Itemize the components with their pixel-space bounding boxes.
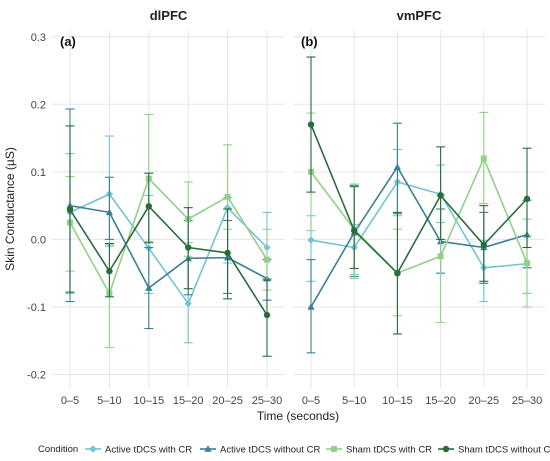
data-point xyxy=(307,121,315,128)
legend: Condition Active tDCS with CR Active tDCS… xyxy=(38,444,550,456)
data-point xyxy=(224,193,231,200)
data-point xyxy=(224,249,231,257)
series-line xyxy=(310,124,528,274)
panel-dlpfc: dlPFC (a) 0–5 5–10 10–15 15–20 20–25 25–30 xyxy=(52,8,285,407)
x-tick-label: 15–20 xyxy=(425,395,456,407)
x-tick-label: 0–5 xyxy=(302,395,320,407)
legend-label: Sham tDCS without CR xyxy=(458,445,550,456)
series-active-tdcs-without-cr xyxy=(306,122,532,354)
x-tick-label: 20–25 xyxy=(469,395,500,407)
legend-title: Condition xyxy=(38,444,78,455)
series-sham-tdcs-with-cr xyxy=(65,113,272,349)
y-tick-label: -0.2 xyxy=(27,369,46,381)
data-point xyxy=(105,208,113,216)
legend-swatch-marker xyxy=(442,445,450,453)
legend-label: Active tDCS with CR xyxy=(105,445,192,456)
x-tick-label: 10–15 xyxy=(382,395,413,407)
series-sham-tdcs-with-cr xyxy=(306,111,532,324)
panel-title: vmPFC xyxy=(397,8,442,23)
data-point xyxy=(393,163,401,170)
y-tick-label: -0.1 xyxy=(27,302,46,314)
series-line xyxy=(310,181,528,269)
x-tick-label: 25–30 xyxy=(252,395,283,407)
data-point xyxy=(106,267,113,275)
data-point xyxy=(480,241,487,248)
y-tick-label: 0.0 xyxy=(31,234,46,246)
panel-vmpfc: vmPFC (b) 0–5 5–10 10–15 15–20 20–25 25–30 xyxy=(293,8,545,407)
legend-item-active-tdcs-with-cr: Active tDCS with CR xyxy=(85,445,192,456)
x-tick-label: 20–25 xyxy=(212,395,243,407)
data-point xyxy=(437,253,444,260)
data-point xyxy=(185,244,192,251)
x-tick-label: 25–30 xyxy=(512,395,543,407)
legend-swatch-marker xyxy=(89,445,97,453)
x-tick-label: 15–20 xyxy=(173,395,204,407)
series-line xyxy=(69,177,268,295)
series-line xyxy=(69,204,268,289)
data-point xyxy=(66,206,74,213)
panel-label: (a) xyxy=(60,34,76,49)
series-line xyxy=(69,205,268,316)
legend-label: Active tDCS without CR xyxy=(220,445,320,456)
series-line xyxy=(69,193,268,305)
y-axis: -0.2 -0.1 0.0 0.1 0.2 0.3 xyxy=(27,32,46,382)
x-tick-label: 5–10 xyxy=(97,395,121,407)
data-point xyxy=(523,195,531,203)
series-line xyxy=(310,166,528,308)
y-axis-title: Skin Conductance (µS) xyxy=(3,147,17,271)
data-point xyxy=(307,236,315,244)
data-point xyxy=(351,227,358,234)
y-tick-label: 0.2 xyxy=(31,99,46,111)
series-sham-tdcs-without-cr xyxy=(65,125,272,357)
legend-item-sham-tdcs-without-cr: Sham tDCS without CR xyxy=(438,445,550,456)
data-point xyxy=(394,269,401,277)
series-active-tdcs-with-cr xyxy=(306,149,532,303)
x-tick-label: 5–10 xyxy=(342,395,366,407)
legend-swatch-marker xyxy=(204,445,212,452)
y-tick-label: 0.3 xyxy=(31,32,46,44)
x-tick-label: 10–15 xyxy=(134,395,165,407)
series-line xyxy=(310,157,528,274)
legend-label: Sham tDCS with CR xyxy=(346,445,432,456)
data-point xyxy=(263,311,271,319)
y-tick-label: 0.1 xyxy=(31,167,46,179)
gridlines xyxy=(293,30,545,388)
panel-label: (b) xyxy=(301,34,318,49)
data-point xyxy=(480,155,487,162)
series-sham-tdcs-without-cr xyxy=(306,56,532,335)
x-tick-label: 0–5 xyxy=(61,395,79,407)
data-point xyxy=(264,256,270,263)
panel-title: dlPFC xyxy=(150,8,188,23)
legend-item-active-tdcs-without-cr: Active tDCS without CR xyxy=(200,445,320,456)
data-point xyxy=(437,192,444,199)
legend-swatch-marker xyxy=(331,446,337,452)
x-axis-title: Time (seconds) xyxy=(257,409,339,423)
data-point xyxy=(145,203,152,210)
data-point xyxy=(524,260,530,267)
data-point xyxy=(145,284,153,291)
data-point xyxy=(184,299,192,308)
data-point xyxy=(307,303,315,310)
legend-item-sham-tdcs-with-cr: Sham tDCS with CR xyxy=(326,445,432,456)
